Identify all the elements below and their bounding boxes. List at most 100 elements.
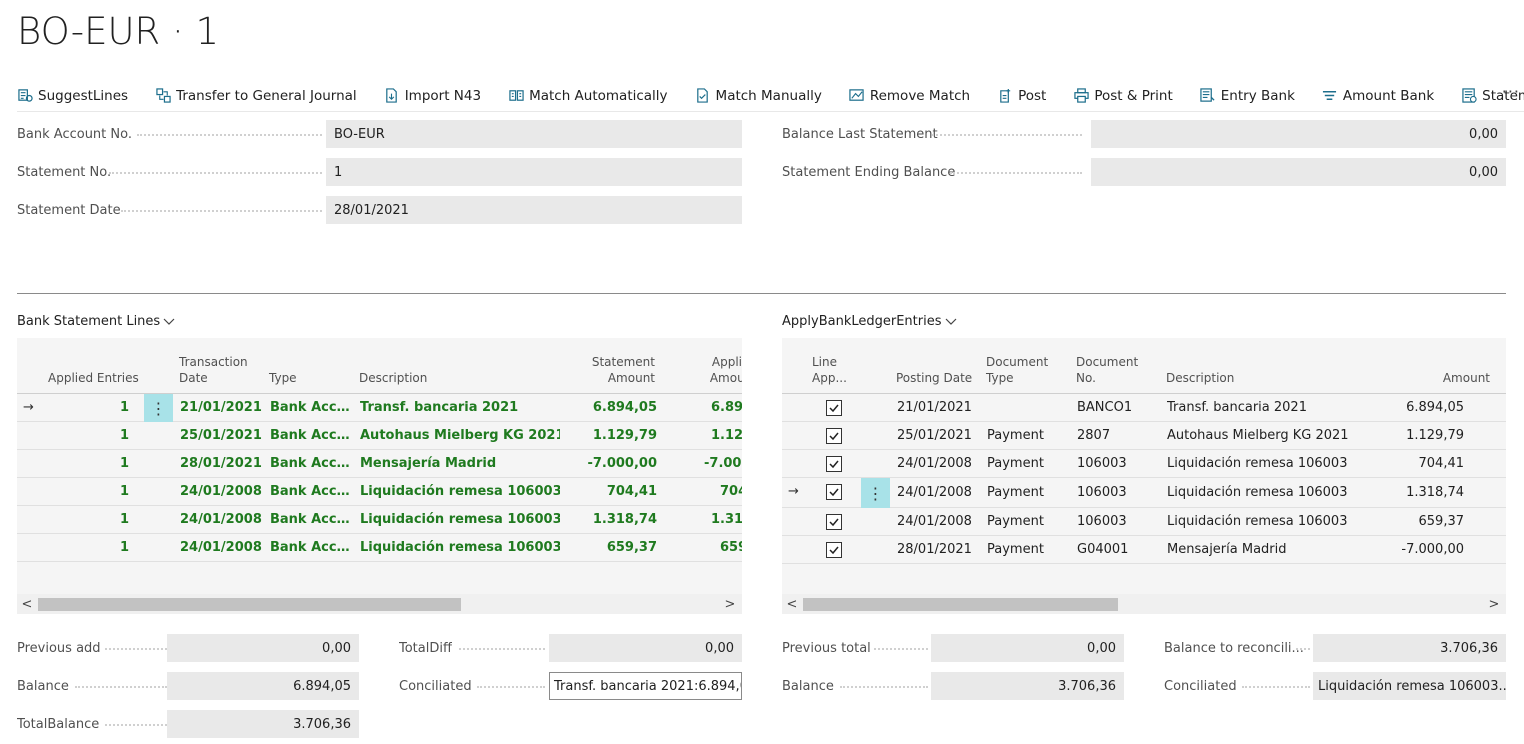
right-balance-label: Balance	[782, 678, 834, 694]
post-button[interactable]: Post	[997, 88, 1046, 104]
amount-cell: 659,37	[1418, 514, 1465, 529]
statement-amount-cell: -7.000,00	[587, 456, 657, 471]
post-and-print-button[interactable]: Post & Print	[1073, 87, 1173, 104]
col-transaction-date[interactable]: Transaction Date	[179, 355, 248, 385]
scroll-right-icon[interactable]: >	[724, 596, 736, 612]
col-description[interactable]: Description	[359, 371, 428, 385]
table-row[interactable]: → ⋮ 24/01/2008 Payment 106003 Liquidació…	[782, 478, 1506, 508]
table-row[interactable]: 24/01/2008 Payment 106003 Liquidación re…	[782, 508, 1506, 536]
conciliated-input[interactable]: Transf. bancaria 2021:6.894,05	[549, 672, 742, 700]
statement-ending-balance-input[interactable]: 0,00	[1091, 158, 1506, 186]
table-row[interactable]: → 1 ⋮ 21/01/2021 Bank Account Transf. ba…	[17, 394, 742, 422]
row-actions-icon[interactable]: ⋮	[861, 478, 890, 508]
line-applied-checkbox[interactable]	[826, 542, 842, 558]
document-type-cell: Payment	[987, 542, 1044, 557]
balance-to-reconcile-label: Balance to reconcili...	[1164, 640, 1304, 656]
col-amount[interactable]: Amount	[1442, 371, 1490, 385]
col-posting-date[interactable]: Posting Date	[896, 371, 973, 385]
table-row[interactable]: 24/01/2008 Payment 106003 Liquidación re…	[782, 450, 1506, 478]
post-and-print-label: Post & Print	[1094, 87, 1173, 104]
right-balance-value[interactable]: 3.706,36	[931, 672, 1124, 700]
statement-entry-icon	[1461, 88, 1477, 104]
total-diff-value[interactable]: 0,00	[549, 634, 742, 662]
line-applied-checkbox[interactable]	[826, 400, 842, 416]
transfer-to-general-journal-button[interactable]: Transfer to General Journal	[155, 88, 357, 104]
col-line-applied[interactable]: Line App...	[812, 355, 847, 385]
match-manually-button[interactable]: Match Manually	[695, 88, 822, 104]
amount-bank-button[interactable]: Amount Bank	[1322, 88, 1434, 104]
statement-amount-cell: 1.129,79	[592, 428, 657, 443]
scroll-right-icon[interactable]: >	[1488, 596, 1500, 612]
line-applied-checkbox[interactable]	[826, 514, 842, 530]
entry-bank-button[interactable]: Entry Bank	[1200, 88, 1295, 104]
remove-match-button[interactable]: Remove Match	[849, 88, 970, 104]
table-row[interactable]: 1 24/01/2008 Bank Account Liquidación re…	[17, 534, 742, 562]
scroll-left-icon[interactable]: <	[786, 596, 798, 612]
col-applied-amount[interactable]: AppliedAmount	[709, 355, 742, 385]
table-row[interactable]: 1 24/01/2008 Bank Account Liquidación re…	[17, 506, 742, 534]
document-type-cell: Payment	[987, 456, 1044, 471]
document-no-cell: 106003	[1077, 456, 1127, 471]
col-description[interactable]: Description	[1166, 371, 1235, 385]
applied-entries-cell[interactable]: 1	[119, 456, 129, 471]
balance-value[interactable]: 6.894,05	[167, 672, 359, 700]
previous-total-value[interactable]: 0,00	[931, 634, 1124, 662]
match-automatically-button[interactable]: Match Automatically	[508, 88, 668, 104]
previous-add-value[interactable]: 0,00	[167, 634, 359, 662]
col-document-no[interactable]: Document No.	[1076, 355, 1139, 385]
row-actions-icon[interactable]: ⋮	[144, 394, 173, 422]
bank-statement-lines-title[interactable]: Bank Statement Lines	[17, 314, 175, 329]
balance-to-reconcile-value[interactable]: 3.706,36	[1313, 634, 1506, 662]
table-row[interactable]: 28/01/2021 Payment G04001 Mensajería Mad…	[782, 536, 1506, 564]
post-label: Post	[1018, 87, 1047, 104]
statement-no-input[interactable]: 1	[326, 158, 742, 186]
suggest-lines-button[interactable]: SuggestLines	[17, 88, 128, 104]
bank-statement-lines-grid: Applied Entries Transaction Date Type Des…	[17, 338, 742, 594]
scroll-thumb[interactable]	[803, 598, 1118, 611]
grid-header: Applied Entries Transaction Date Type Des…	[17, 338, 742, 394]
description-cell: Liquidación remesa 106003	[360, 512, 560, 527]
balance-last-statement-input[interactable]: 0,00	[1091, 120, 1506, 148]
description-cell: Mensajería Madrid	[360, 456, 497, 471]
table-row[interactable]: 21/01/2021 BANCO1 Transf. bancaria 2021 …	[782, 394, 1506, 422]
table-row[interactable]: 1 25/01/2021 Bank Account Autohaus Mielb…	[17, 422, 742, 450]
right-grid-scrollbar[interactable]: < >	[782, 594, 1506, 614]
line-applied-checkbox[interactable]	[826, 456, 842, 472]
applied-entries-cell[interactable]: 1	[119, 428, 129, 443]
col-applied-entries[interactable]: Applied Entries	[48, 371, 139, 385]
applied-entries-cell[interactable]: 1	[119, 400, 129, 415]
total-balance-value[interactable]: 3.706,36	[167, 710, 359, 738]
statement-date-input[interactable]: 28/01/2021	[326, 196, 742, 224]
import-icon	[384, 88, 400, 104]
dotted-leader	[950, 172, 1082, 174]
right-conciliated-value[interactable]: Liquidación remesa 106003...	[1313, 672, 1506, 700]
amount-bank-icon	[1322, 88, 1338, 104]
scroll-thumb[interactable]	[38, 598, 461, 611]
remove-match-icon	[849, 88, 865, 104]
dotted-leader	[459, 648, 545, 650]
scroll-left-icon[interactable]: <	[21, 596, 33, 612]
applied-entries-cell[interactable]: 1	[119, 540, 129, 555]
bank-account-no-input[interactable]: BO-EUR	[326, 120, 742, 148]
col-document-type[interactable]: Document Type	[986, 355, 1049, 385]
col-type[interactable]: Type	[269, 371, 297, 385]
col-statement-amount[interactable]: Statement Amount	[591, 355, 655, 385]
page-title: BO-EUR · 1	[17, 10, 220, 53]
apply-bank-ledger-entries-title[interactable]: ApplyBankLedgerEntries	[782, 314, 957, 329]
more-actions-button[interactable]: ···	[1501, 82, 1520, 101]
import-n43-button[interactable]: Import N43	[384, 88, 481, 104]
total-diff-label: TotalDiff	[399, 640, 452, 656]
line-applied-checkbox[interactable]	[826, 428, 842, 444]
table-row[interactable]: 1 24/01/2008 Bank Account Liquidación re…	[17, 478, 742, 506]
table-row[interactable]: 1 28/01/2021 Bank Account Mensajería Mad…	[17, 450, 742, 478]
statement-amount-cell: 659,37	[606, 540, 657, 555]
statement-entry-button[interactable]: Statement Entry	[1461, 88, 1524, 104]
description-cell: Liquidación remesa 106003	[1167, 485, 1348, 500]
description-cell: Liquidación remesa 106003	[360, 484, 560, 499]
applied-entries-cell[interactable]: 1	[119, 484, 129, 499]
applied-entries-cell[interactable]: 1	[119, 512, 129, 527]
table-row[interactable]: 25/01/2021 Payment 2807 Autohaus Mielber…	[782, 422, 1506, 450]
line-applied-checkbox[interactable]	[826, 484, 842, 500]
left-grid-scrollbar[interactable]: < >	[17, 594, 742, 614]
entry-bank-icon	[1200, 88, 1216, 104]
